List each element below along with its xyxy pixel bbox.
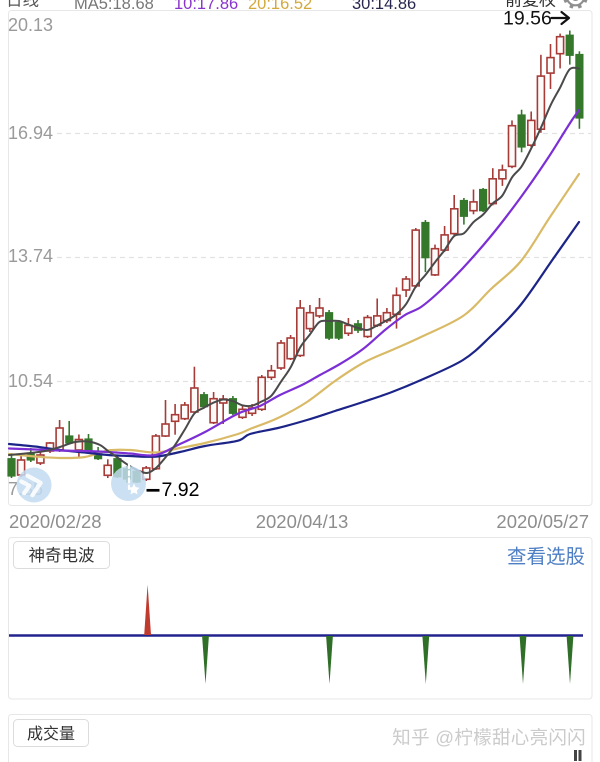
svg-text:16.94: 16.94 [8,123,53,143]
svg-text:10.54: 10.54 [8,371,53,391]
svg-text:知乎 @柠檬甜心亮闪闪: 知乎 @柠檬甜心亮闪闪 [392,727,586,748]
svg-text:查看选股: 查看选股 [507,546,585,568]
svg-text:日线: 日线 [6,0,39,10]
svg-text:神奇电波: 神奇电波 [29,546,95,565]
svg-text:MA5:18.68: MA5:18.68 [74,0,154,13]
svg-text:20.13: 20.13 [8,15,53,35]
svg-text:20:16.52: 20:16.52 [248,0,312,13]
svg-text:19.56: 19.56 [503,8,552,30]
svg-text:30:14.86: 30:14.86 [352,0,416,13]
svg-text:成交量: 成交量 [27,725,75,743]
svg-text:2020/05/27: 2020/05/27 [496,511,589,532]
svg-text:2020/02/28: 2020/02/28 [9,511,102,532]
svg-text:13.74: 13.74 [8,246,53,266]
svg-text:7.92: 7.92 [162,479,200,501]
svg-text:前复权: 前复权 [505,0,556,10]
svg-text:2020/04/13: 2020/04/13 [256,511,349,532]
svg-text:10:17.86: 10:17.86 [174,0,238,13]
